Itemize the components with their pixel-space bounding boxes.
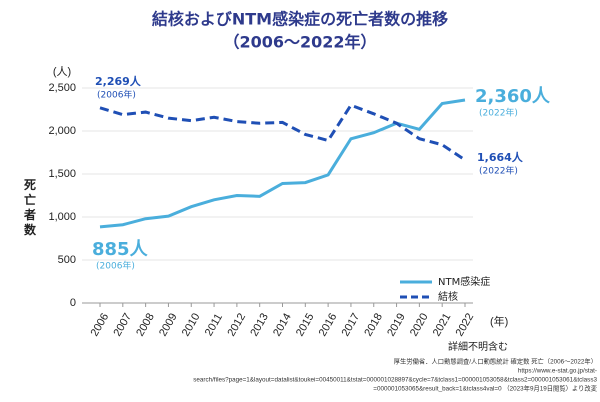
value-label: 1,664人 bbox=[477, 150, 524, 164]
y-unit: (人) bbox=[53, 65, 71, 78]
value-label: 2,269人 bbox=[95, 74, 142, 88]
x-tick-label: 2015 bbox=[294, 311, 317, 338]
value-label: 885人 bbox=[92, 239, 149, 260]
series-line bbox=[99, 98, 466, 229]
x-tick-label: 2014 bbox=[271, 311, 294, 338]
y-axis-label: 死亡者数 bbox=[23, 178, 37, 237]
x-tick-label: 2010 bbox=[180, 311, 203, 338]
chart-subtitle: （2006～2022年） bbox=[223, 33, 376, 52]
y-tick-label: 1,000 bbox=[48, 211, 76, 223]
source-text: 厚生労働省．人口動態調査/人口動態統計 確定数 死亡（2006～2022年） bbox=[394, 357, 597, 366]
x-tick-label: 2017 bbox=[340, 311, 363, 338]
source-text: =000001053065&result_back=1&tclass4val=0… bbox=[373, 384, 597, 393]
legend-label: NTM感染症 bbox=[438, 275, 490, 288]
value-label-note: (2022年) bbox=[479, 107, 518, 119]
series-line bbox=[99, 103, 466, 162]
x-tick-label: 2016 bbox=[317, 311, 340, 338]
y-tick-label: 500 bbox=[58, 254, 76, 266]
value-label-note: (2006年) bbox=[97, 89, 136, 101]
x-tick-label: 2021 bbox=[431, 311, 454, 338]
source-text: search/files?page=1&layout=datalist&touk… bbox=[193, 377, 597, 384]
y-tick-label: 2,500 bbox=[48, 82, 76, 94]
x-tick-label: 2007 bbox=[111, 311, 134, 338]
source-text: https://www.e-stat.go.jp/stat- bbox=[518, 368, 597, 375]
legend-label: 結核 bbox=[438, 290, 458, 303]
x-tick-label: 2011 bbox=[203, 312, 225, 338]
x-tick-label: 2009 bbox=[157, 311, 180, 338]
x-tick-label: 2008 bbox=[134, 311, 157, 338]
x-tick-label: 2013 bbox=[248, 311, 271, 338]
y-tick-label: 2,000 bbox=[48, 125, 76, 137]
x-tick-label: 2019 bbox=[385, 311, 408, 338]
x-note: 詳細不明含む bbox=[448, 340, 508, 353]
y-tick-label: 0 bbox=[70, 297, 76, 309]
x-tick-label: 2006 bbox=[89, 311, 112, 338]
x-tick-label: 2018 bbox=[362, 311, 385, 338]
value-label-note: (2022年) bbox=[479, 165, 518, 177]
y-tick-label: 1,500 bbox=[48, 168, 76, 180]
x-unit: (年) bbox=[490, 314, 508, 328]
x-tick-label: 2020 bbox=[408, 311, 431, 338]
x-tick-label: 2022 bbox=[454, 311, 477, 338]
value-label-note: (2006年) bbox=[96, 260, 135, 272]
x-tick-label: 2012 bbox=[225, 311, 248, 338]
chart-title: 結核およびNTM感染症の死亡者数の推移 bbox=[152, 10, 448, 29]
value-label: 2,360人 bbox=[475, 86, 551, 107]
